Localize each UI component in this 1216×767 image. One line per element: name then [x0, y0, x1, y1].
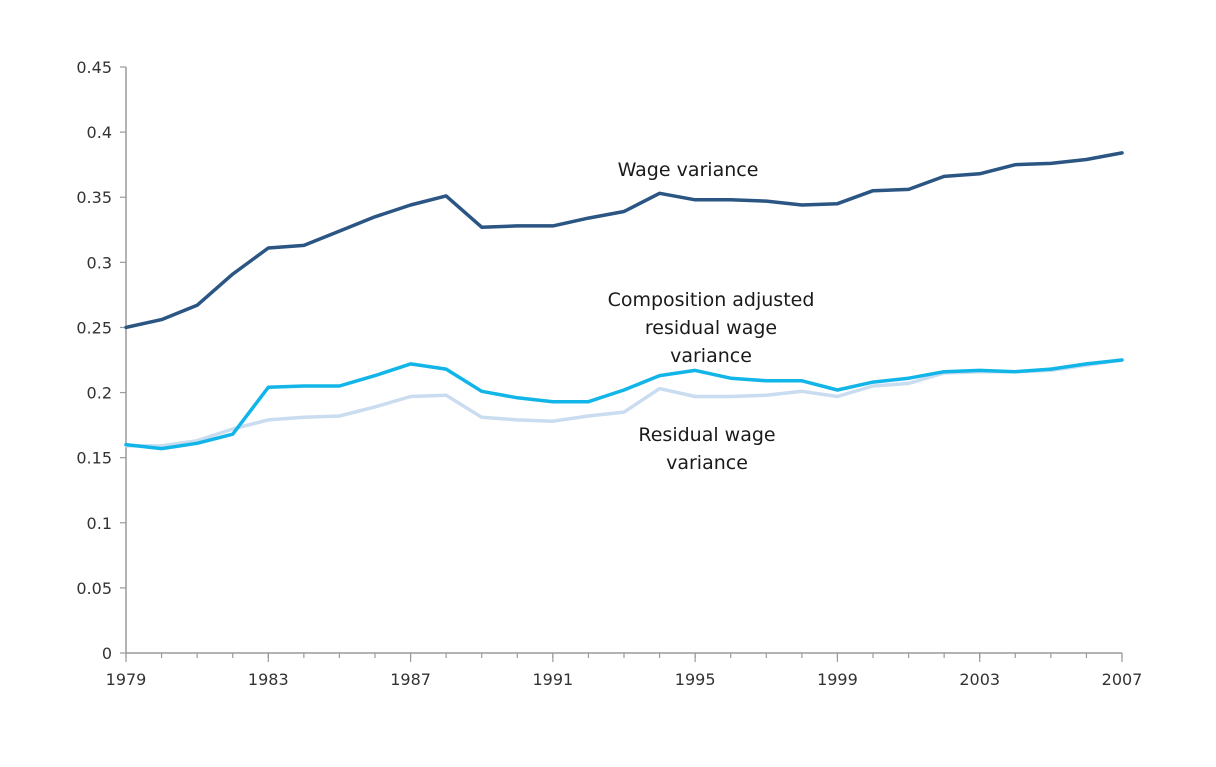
x-tick-label: 2003 — [959, 670, 1000, 689]
y-tick-label: 0.1 — [87, 514, 112, 533]
x-tick-label: 1999 — [817, 670, 858, 689]
series-lines — [124, 151, 1124, 451]
x-axis: 1979 1983 1987 1991 1995 1999 2003 2007 — [106, 652, 1143, 689]
series-label-line: Residual wage — [638, 424, 775, 446]
y-tick-label: 0.3 — [87, 253, 112, 272]
x-tick-label: 2007 — [1102, 670, 1143, 689]
y-tick-label: 0 — [102, 644, 112, 663]
y-tick-label: 0.35 — [76, 188, 112, 207]
series-label-line: Composition adjusted — [608, 289, 815, 311]
series-label-wage-variance: Wage variance — [618, 159, 759, 181]
series-line-wage-variance — [124, 151, 1124, 330]
series-labels: Wage variance Composition adjusted residu… — [608, 159, 815, 474]
y-tick-label: 0.25 — [76, 318, 112, 337]
y-tick-label: 0.05 — [76, 579, 112, 598]
y-tick-label: 0.4 — [87, 123, 112, 142]
y-tick-label: 0.45 — [76, 58, 112, 77]
x-tick-label: 1983 — [248, 670, 289, 689]
series-line-residual-wage-variance — [124, 358, 1124, 448]
series-label-residual-wage-variance: Residual wage variance — [638, 424, 775, 474]
x-tick-label: 1991 — [532, 670, 573, 689]
series-label-line: residual wage — [645, 317, 777, 339]
series-label-line: Wage variance — [618, 159, 759, 181]
y-axis: 0 0.05 0.1 0.15 0.2 0.25 0.3 0.35 0.4 0.45 — [76, 58, 127, 663]
x-tick-label: 1995 — [675, 670, 716, 689]
x-tick-label: 1979 — [106, 670, 147, 689]
y-tick-label: 0.15 — [76, 449, 112, 468]
series-label-line: variance — [670, 345, 752, 367]
x-tick-label: 1987 — [390, 670, 431, 689]
series-line-composition-adjusted — [124, 358, 1124, 451]
series-label-line: variance — [666, 452, 748, 474]
y-tick-label: 0.2 — [87, 384, 112, 403]
series-label-composition-adjusted: Composition adjusted residual wage varianc… — [608, 289, 815, 367]
